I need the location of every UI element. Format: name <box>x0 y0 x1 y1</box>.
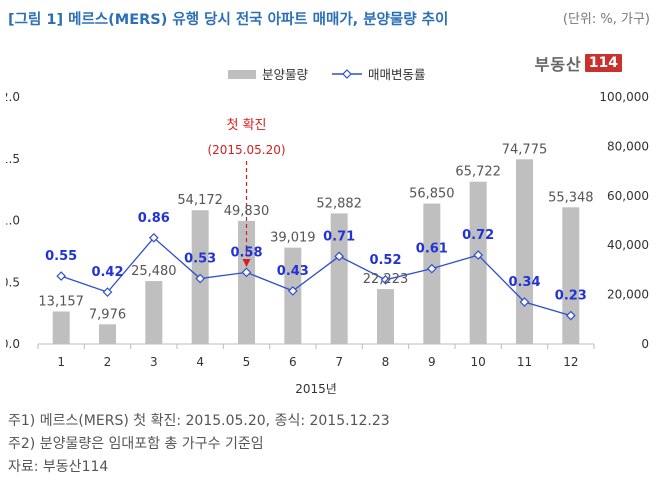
line-value-label: 0.23 <box>555 289 587 304</box>
x-tick-label: 10 <box>471 355 486 369</box>
line-point <box>56 271 67 281</box>
x-tick-label: 6 <box>289 355 297 369</box>
annotation-label: 첫 확진 <box>226 118 266 133</box>
bar-value-label: 74,775 <box>502 142 548 157</box>
footnote-1: 주1) 메르스(MERS) 첫 확진: 2015.05.20, 종식: 2015… <box>8 413 390 429</box>
y-right-tick-label: 20,000 <box>607 288 649 302</box>
y-left-tick-label: 0.0 <box>6 337 20 351</box>
line-point <box>195 273 206 284</box>
x-tick-label: 5 <box>243 355 251 369</box>
bar <box>145 281 163 344</box>
x-tick-label: 2 <box>104 355 112 369</box>
combo-chart: 분양물량 매매변동률 0.0 0.5 1.0 1.5 2.0 0 20,000 40,000 6… <box>1 67 649 396</box>
brand-logo-text: 부동산 <box>534 55 582 74</box>
bar-value-label: 52,882 <box>316 196 362 211</box>
line-value-label: 0.52 <box>369 253 401 268</box>
y-right-tick-label: 0 <box>641 337 649 351</box>
bar <box>52 311 70 344</box>
chart-container: 부동산 114 분양물량 매매변동률 0.00.51.01.52.0020,00… <box>1 33 652 403</box>
line-value-label: 0.61 <box>416 242 448 257</box>
legend-line-label: 매매변동률 <box>368 67 426 82</box>
line-value-label: 0.58 <box>230 245 262 260</box>
line-value-label: 0.34 <box>508 275 540 290</box>
x-tick-label: 3 <box>150 355 158 369</box>
bar-value-label: 39,019 <box>270 231 316 246</box>
header: [그림 1] 메르스(MERS) 유행 당시 전국 아파트 매매가, 분양물량 … <box>8 6 652 30</box>
line-value-label: 0.86 <box>138 211 170 226</box>
line-value-label: 0.42 <box>91 265 123 280</box>
bar <box>469 181 487 344</box>
x-tick-label: 9 <box>428 355 436 369</box>
bar-value-label: 54,172 <box>177 193 223 208</box>
line-point <box>102 287 113 297</box>
y-right-tick-label: 60,000 <box>607 189 649 203</box>
legend-bar-swatch <box>228 70 256 79</box>
line-point <box>473 250 484 260</box>
line-point <box>287 286 298 296</box>
y-right-tick-label: 40,000 <box>607 238 649 252</box>
x-tick-label: 7 <box>335 355 343 369</box>
y-right-tick-label: 80,000 <box>607 139 649 153</box>
footnote-2: 주2) 분양물량은 임대포함 총 가구수 기준임 <box>8 436 264 452</box>
y-left-tick-label: 1.5 <box>6 152 20 166</box>
x-tick-label: 11 <box>517 355 532 369</box>
x-tick-label: 4 <box>196 355 204 369</box>
line-point <box>380 274 391 285</box>
y-left-tick-label: 1.0 <box>6 214 20 228</box>
annotation-arrow-head <box>242 259 251 267</box>
y-right-tick-label: 100,000 <box>599 90 649 104</box>
line-point <box>519 297 530 307</box>
y-left-tick-label: 0.5 <box>6 275 20 289</box>
chart-title: [그림 1] 메르스(MERS) 유행 당시 전국 아파트 매매가, 분양물량 … <box>8 12 449 28</box>
bar <box>377 289 394 344</box>
x-tick-label: 8 <box>382 355 390 369</box>
brand-logo: 부동산 114 <box>535 51 622 75</box>
bar-value-label: 49,830 <box>224 204 270 219</box>
bar-value-label: 65,722 <box>455 165 501 180</box>
line-value-label: 0.72 <box>462 228 494 243</box>
x-tick-label: 1 <box>57 355 65 369</box>
x-axis-title: 2015년 <box>295 382 337 396</box>
bar <box>423 203 441 344</box>
line-value-label: 0.53 <box>184 252 216 267</box>
bar <box>238 220 255 344</box>
line-value-label: 0.43 <box>277 264 309 279</box>
footnote-source: 자료: 부동산114 <box>8 459 109 475</box>
line-point <box>148 232 159 243</box>
bar-value-label: 25,480 <box>131 264 177 279</box>
bar-value-label: 55,348 <box>548 190 594 205</box>
x-tick-label: 12 <box>563 355 578 369</box>
y-left-tick-label: 2.0 <box>6 90 20 104</box>
brand-logo-badge: 114 <box>584 54 622 72</box>
legend-line-marker <box>342 69 352 79</box>
line-value-label: 0.71 <box>323 229 355 244</box>
bar <box>284 247 302 344</box>
legend: 분양물량 매매변동률 <box>228 67 426 82</box>
bar-value-label: 56,850 <box>409 187 455 202</box>
bar-value-label: 7,976 <box>89 307 126 322</box>
line-series <box>60 236 572 317</box>
line-point <box>241 267 252 278</box>
annotation-date: (2015.05.20) <box>207 143 285 157</box>
footnotes: 주1) 메르스(MERS) 첫 확진: 2015.05.20, 종식: 2015… <box>8 410 390 479</box>
legend-bar-label: 분양물량 <box>262 67 309 82</box>
line-value-label: 0.55 <box>45 249 77 264</box>
bar-value-label: 13,157 <box>38 295 84 310</box>
bar <box>330 213 348 344</box>
line-point <box>334 251 345 262</box>
bar-value-label: 22,223 <box>363 272 409 287</box>
line-point <box>426 263 437 274</box>
bar <box>516 159 533 344</box>
bar <box>562 207 580 344</box>
line-point <box>565 310 576 321</box>
unit-label: (단위: %, 가구) <box>562 12 650 27</box>
bar <box>99 324 116 344</box>
